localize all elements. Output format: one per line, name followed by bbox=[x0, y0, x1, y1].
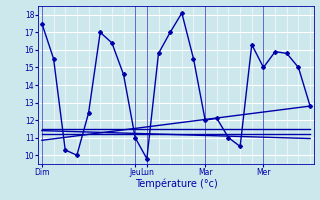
X-axis label: Température (°c): Température (°c) bbox=[135, 179, 217, 189]
